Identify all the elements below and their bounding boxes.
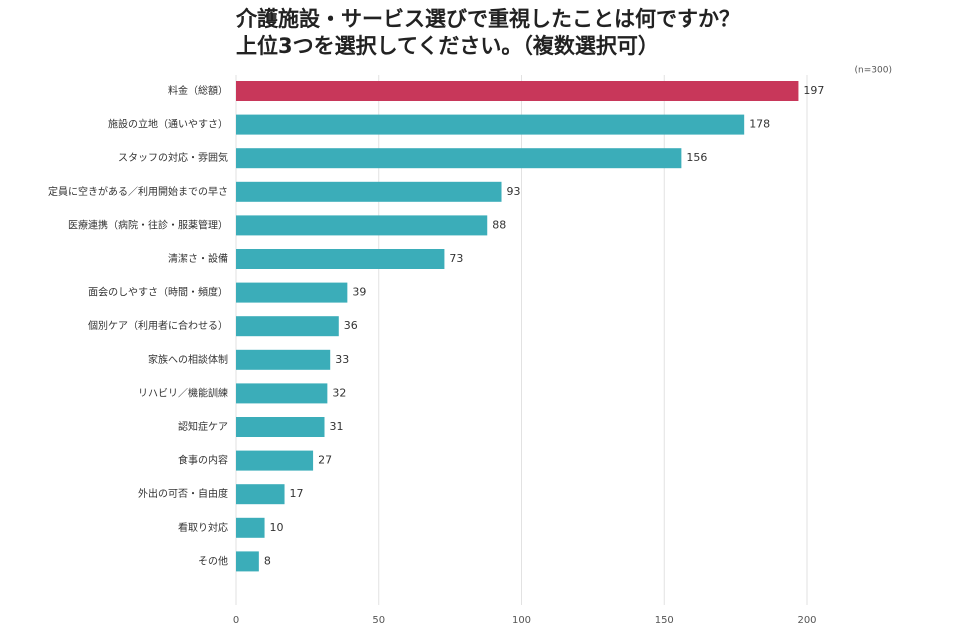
value-label: 8 — [264, 554, 271, 567]
bar — [236, 148, 682, 169]
category-label: 定員に空きがある／利用開始までの早さ — [48, 185, 228, 198]
category-label: 看取り対応 — [178, 521, 228, 534]
category-label: 料金（総額） — [168, 84, 228, 97]
category-label: その他 — [198, 554, 228, 567]
value-label: 39 — [352, 286, 366, 299]
category-label: 面会のしやすさ（時間・頻度） — [88, 286, 228, 299]
category-label: リハビリ／機能訓練 — [138, 386, 228, 399]
value-label: 73 — [449, 252, 463, 265]
x-tick-label: 150 — [655, 615, 674, 626]
bar — [236, 450, 314, 471]
value-label: 27 — [318, 454, 332, 467]
x-tick-label: 50 — [372, 615, 385, 626]
value-label: 10 — [270, 521, 284, 534]
bar — [236, 181, 502, 202]
value-label: 88 — [492, 218, 506, 231]
category-label: 食事の内容 — [178, 454, 228, 467]
bar — [236, 282, 348, 303]
category-label: スタッフの対応・雰囲気 — [118, 151, 228, 164]
bar — [236, 114, 745, 135]
bar — [236, 349, 331, 370]
bar — [236, 81, 799, 101]
value-label: 32 — [332, 386, 346, 399]
category-label: 外出の可否・自由度 — [138, 487, 228, 500]
category-label: 医療連携（病院・往診・服薬管理） — [68, 218, 228, 231]
x-tick-label: 100 — [512, 615, 531, 626]
value-label: 31 — [330, 420, 344, 433]
category-label: 施設の立地（通いやすさ） — [108, 118, 228, 131]
bar — [236, 517, 265, 538]
value-label: 93 — [507, 185, 521, 198]
value-label: 33 — [335, 353, 349, 366]
chart-title: 上位3つを選択してください。（複数選択可） — [236, 34, 659, 58]
category-label: 家族への相談体制 — [148, 353, 228, 366]
bar — [236, 215, 488, 236]
x-tick-label: 0 — [233, 615, 239, 626]
value-label: 156 — [686, 151, 707, 164]
value-label: 178 — [749, 118, 770, 131]
value-label: 36 — [344, 319, 358, 332]
category-label: 認知症ケア — [178, 420, 228, 433]
value-label: 17 — [290, 487, 304, 500]
bar — [236, 417, 325, 437]
category-label: 清潔さ・設備 — [168, 252, 228, 265]
value-label: 197 — [803, 84, 824, 97]
sample-note: (n=300) — [855, 66, 892, 76]
bar — [236, 383, 328, 404]
bar — [236, 249, 445, 269]
bar — [236, 316, 339, 337]
x-tick-label: 200 — [797, 615, 816, 626]
bar — [236, 551, 259, 572]
bar — [236, 484, 285, 505]
chart-title: 介護施設・サービス選びで重視したことは何ですか？ — [235, 7, 740, 31]
category-label: 個別ケア（利用者に合わせる） — [88, 319, 228, 332]
